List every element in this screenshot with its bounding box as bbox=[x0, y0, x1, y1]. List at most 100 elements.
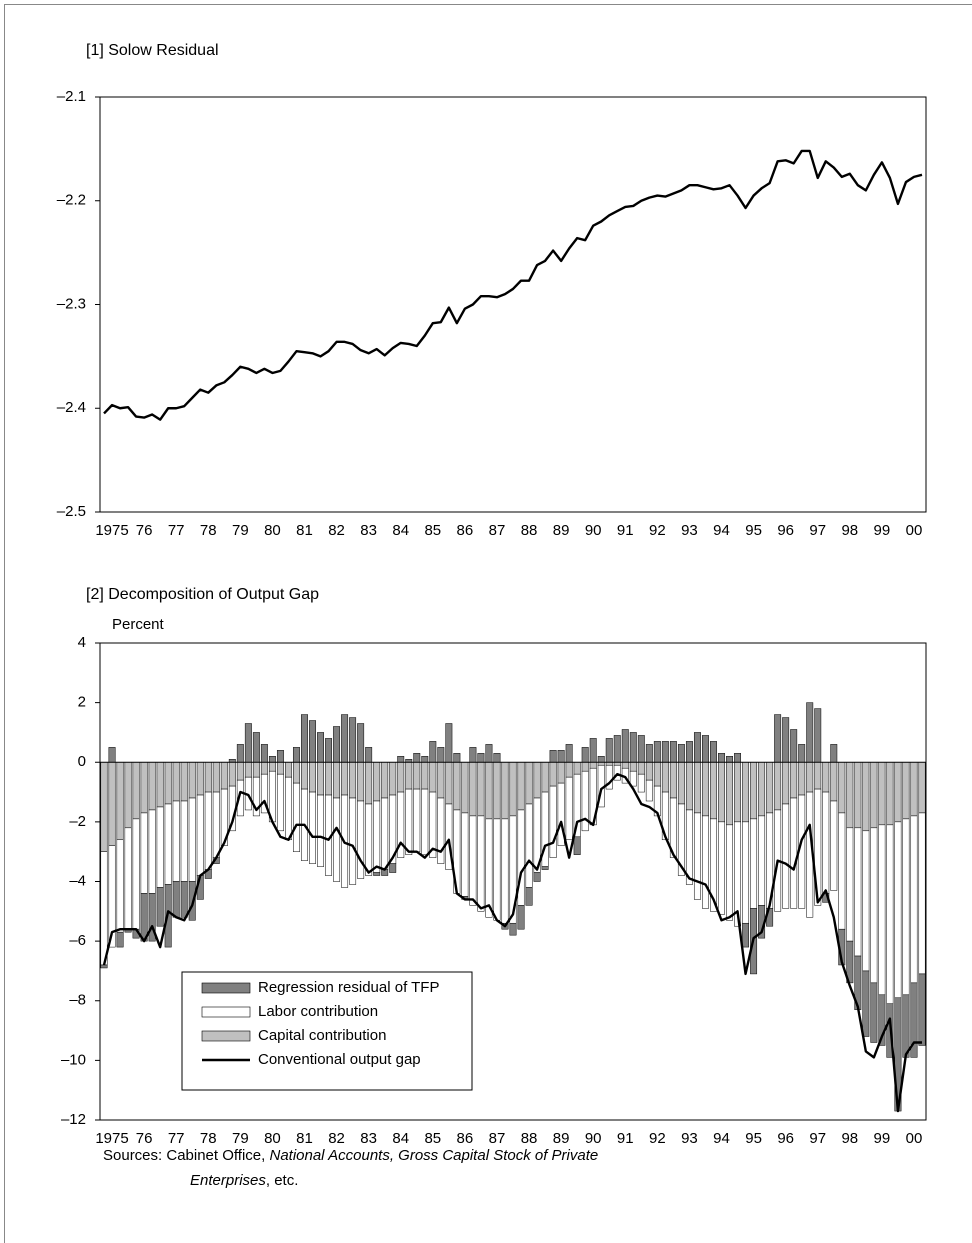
bar bbox=[381, 797, 389, 870]
bar bbox=[806, 702, 814, 763]
bar bbox=[910, 762, 918, 817]
bar bbox=[726, 762, 733, 826]
bar bbox=[677, 744, 685, 763]
bar bbox=[493, 762, 501, 820]
bar bbox=[116, 762, 124, 841]
bar bbox=[100, 851, 108, 966]
bar bbox=[501, 818, 509, 924]
bar bbox=[373, 800, 381, 873]
bar bbox=[710, 762, 717, 820]
x-tick-label: 91 bbox=[617, 522, 634, 539]
bar bbox=[180, 762, 188, 802]
x-tick-label: 78 bbox=[200, 522, 217, 539]
bar bbox=[485, 762, 493, 820]
bar bbox=[846, 762, 854, 829]
bar bbox=[734, 753, 742, 763]
bar bbox=[782, 803, 790, 909]
bar bbox=[653, 741, 661, 763]
bar bbox=[252, 776, 260, 817]
x-tick-label: 83 bbox=[360, 1130, 377, 1147]
x-tick-label: 80 bbox=[264, 522, 281, 539]
bar bbox=[140, 893, 148, 942]
bar bbox=[878, 994, 886, 1046]
bar bbox=[100, 964, 108, 969]
bar bbox=[854, 762, 862, 829]
bar bbox=[164, 762, 172, 805]
y-tick-label: 2 bbox=[78, 694, 86, 711]
y-tick-label: –2.4 bbox=[57, 399, 86, 416]
bar bbox=[854, 827, 862, 957]
y-tick-label: –6 bbox=[69, 932, 86, 949]
bar bbox=[589, 738, 597, 763]
bar bbox=[477, 815, 485, 912]
bar bbox=[180, 800, 188, 882]
bar bbox=[629, 770, 637, 787]
x-tick-label: 90 bbox=[585, 1130, 602, 1147]
bar bbox=[421, 762, 429, 790]
x-tick-label: 94 bbox=[713, 522, 730, 539]
bar bbox=[148, 809, 156, 894]
bar bbox=[381, 762, 389, 799]
bar bbox=[501, 762, 509, 820]
x-tick-label: 86 bbox=[457, 1130, 474, 1147]
bar bbox=[541, 762, 549, 793]
legend-label: Labor contribution bbox=[258, 1003, 378, 1020]
y-tick-label: –2.1 bbox=[57, 88, 86, 105]
bar bbox=[220, 762, 228, 790]
y-tick-label: –2 bbox=[69, 813, 86, 830]
bar bbox=[156, 887, 164, 927]
bar bbox=[613, 764, 621, 781]
legend-swatch bbox=[201, 982, 251, 994]
sources: Sources: Cabinet Office, National Accoun… bbox=[103, 1147, 598, 1164]
bar bbox=[750, 818, 758, 909]
bar bbox=[389, 762, 397, 796]
bar bbox=[637, 735, 645, 763]
bar bbox=[437, 797, 445, 864]
bar bbox=[317, 762, 324, 796]
bar bbox=[605, 738, 613, 763]
bar bbox=[445, 762, 453, 805]
bar bbox=[589, 762, 597, 769]
bar bbox=[204, 762, 212, 793]
bar bbox=[790, 797, 798, 909]
bar bbox=[525, 803, 533, 888]
bar bbox=[758, 762, 766, 817]
line bbox=[102, 772, 922, 1113]
bar bbox=[156, 762, 164, 808]
bar bbox=[124, 827, 132, 930]
x-tick-label: 89 bbox=[553, 522, 570, 539]
bar bbox=[629, 732, 637, 763]
bar bbox=[469, 747, 477, 763]
bar bbox=[204, 791, 212, 870]
bar bbox=[710, 741, 717, 763]
bar bbox=[365, 747, 373, 763]
bar bbox=[902, 762, 910, 820]
y-tick-label: –2.5 bbox=[57, 503, 86, 520]
bar bbox=[718, 753, 725, 763]
x-tick-label: 98 bbox=[841, 522, 858, 539]
x-tick-label: 79 bbox=[232, 1130, 249, 1147]
bar bbox=[597, 756, 605, 763]
bar bbox=[517, 905, 525, 930]
x-tick-label: 76 bbox=[136, 522, 153, 539]
bar bbox=[846, 827, 854, 942]
bar bbox=[685, 741, 693, 763]
bar bbox=[116, 839, 124, 933]
bar bbox=[693, 732, 701, 763]
bar bbox=[702, 815, 709, 909]
x-tick-label: 87 bbox=[489, 522, 506, 539]
y-tick-label: –2.3 bbox=[57, 295, 86, 312]
bar bbox=[621, 762, 629, 769]
bar bbox=[862, 970, 870, 1037]
bar bbox=[293, 762, 300, 784]
chart-title: [2] Decomposition of Output Gap bbox=[86, 586, 319, 603]
bar bbox=[798, 744, 806, 763]
x-tick-label: 93 bbox=[681, 522, 698, 539]
bar bbox=[309, 791, 316, 864]
bar bbox=[742, 922, 750, 948]
x-tick-label: 79 bbox=[232, 522, 249, 539]
bar bbox=[132, 818, 140, 930]
bar bbox=[734, 821, 742, 927]
bar bbox=[325, 762, 333, 796]
bar bbox=[838, 762, 846, 814]
